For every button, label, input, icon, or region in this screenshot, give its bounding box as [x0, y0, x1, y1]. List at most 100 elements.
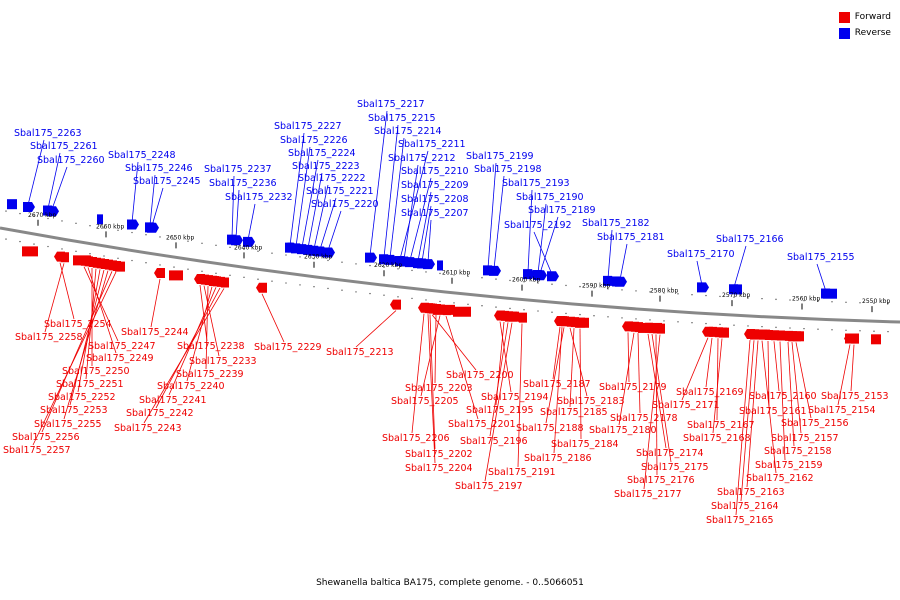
reverse-gene-sbal175-2236[interactable] — [231, 235, 243, 246]
reverse-gene-block — [287, 242, 293, 253]
scale-dot — [761, 325, 763, 328]
reverse-gene-sbal175-2207[interactable] — [423, 259, 435, 270]
scale-dot — [159, 236, 161, 238]
scale-dot — [117, 257, 119, 259]
forward-gene-leader — [261, 293, 285, 343]
forward-gene-sbal175-2243[interactable] — [218, 277, 229, 288]
scale-label: 2650 kbp — [166, 234, 194, 241]
reverse-gene-leader — [289, 132, 305, 246]
scale-dot — [383, 294, 385, 296]
forward-gene-leader — [355, 310, 397, 348]
scale-dot — [859, 302, 861, 304]
forward-gene-leader — [647, 333, 667, 449]
reverse-gene-leader — [383, 124, 399, 258]
forward-gene-label: Sbal175_2238 — [177, 341, 245, 352]
forward-gene-label: Sbal175_2159 — [755, 460, 823, 471]
forward-gene-sbal175-2186[interactable] — [556, 316, 567, 327]
forward-gene-label: Sbal175_2185 — [540, 407, 608, 418]
forward-gene-sbal175-2159[interactable] — [774, 330, 785, 341]
reverse-gene-sbal175-2170[interactable] — [697, 282, 709, 293]
forward-gene-block — [453, 306, 471, 317]
reverse-gene-leader — [51, 166, 68, 210]
scale-label: 2590 kbp — [582, 283, 610, 290]
forward-gene-block — [638, 322, 662, 333]
forward-gene-leader — [791, 342, 802, 434]
forward-gene-sbal175-2229[interactable] — [256, 282, 267, 293]
forward-gene-label: Sbal175_2175 — [641, 462, 709, 473]
reverse-gene-sbal175-2260[interactable] — [47, 206, 59, 217]
reverse-gene-sbal175-2245[interactable] — [147, 222, 159, 233]
forward-gene-leader — [705, 337, 713, 388]
scale-dot — [19, 240, 21, 243]
scale-dot — [705, 322, 707, 325]
reverse-gene-sbal175-2220[interactable] — [323, 247, 335, 258]
reverse-gene-leader — [247, 203, 256, 240]
scale-dot — [579, 285, 581, 288]
reverse-gene-label: Sbal175_2245 — [133, 176, 201, 187]
reverse-gene-sbal175-2214[interactable] — [385, 254, 397, 265]
scale-dot — [663, 292, 665, 294]
reverse-gene-sbal175-2232[interactable] — [243, 236, 255, 247]
scale-dot — [397, 296, 399, 298]
reverse-gene-leader — [47, 152, 61, 209]
reverse-gene-leader — [696, 260, 703, 286]
scale-dot — [383, 266, 385, 268]
forward-gene-sbal175-2171[interactable] — [702, 326, 713, 337]
forward-gene-sbal175-2204[interactable] — [422, 303, 433, 314]
forward-gene-sbal175-2258[interactable] — [58, 252, 69, 263]
forward-gene-sbal175-2180[interactable] — [628, 321, 639, 332]
scale-dot — [187, 268, 189, 270]
forward-gene-label: Sbal175_2213 — [326, 347, 394, 358]
forward-gene-leader — [655, 334, 658, 476]
reverse-gene-label: Sbal175_2209 — [401, 180, 469, 191]
reverse-gene-leader — [493, 175, 505, 269]
reverse-gene-sbal175-2217[interactable] — [365, 252, 377, 263]
reverse-gene-leader — [301, 159, 319, 248]
reverse-gene-leader — [149, 174, 156, 226]
forward-gene-block — [845, 333, 859, 344]
scale-dot — [271, 280, 273, 282]
forward-swatch — [838, 11, 850, 23]
scale-dot — [61, 220, 63, 222]
reverse-gene-sbal175-2192[interactable] — [547, 271, 559, 282]
scale-dot — [537, 310, 539, 312]
reverse-gene-leader — [307, 172, 323, 248]
forward-gene-leader — [735, 340, 751, 516]
scale-dot — [145, 234, 147, 236]
forward-gene-label: Sbal175_2183 — [557, 396, 625, 407]
forward-gene-sbal175-2213[interactable] — [390, 299, 401, 310]
forward-gene-label: Sbal175_2255 — [34, 419, 102, 430]
scale-dot — [635, 318, 637, 320]
scale-dot — [733, 296, 735, 298]
forward-gene-label: Sbal175_2257 — [3, 445, 71, 456]
reverse-gene-sbal175-2263[interactable] — [23, 202, 35, 213]
scale-dot — [257, 250, 259, 252]
scale-dot — [257, 278, 259, 280]
reverse-gene-sbal175-2248[interactable] — [127, 219, 139, 230]
scale-dot — [103, 227, 105, 229]
legend-reverse-label: Reverse — [854, 28, 891, 38]
forward-gene-leader — [761, 340, 777, 474]
forward-gene-label: Sbal175_2195 — [466, 405, 534, 416]
forward-gene-label: Sbal175_2161 — [739, 406, 807, 417]
forward-gene-block — [433, 304, 455, 315]
scale-dot — [817, 328, 819, 330]
forward-gene-leader — [489, 322, 509, 437]
forward-gene-sbal175-2244[interactable] — [154, 267, 165, 278]
scale-dot — [495, 278, 497, 280]
reverse-gene-sbal175-2189[interactable] — [535, 270, 547, 281]
reverse-gene-label: Sbal175_2214 — [374, 126, 442, 137]
scale-dot — [397, 268, 399, 270]
forward-gene-leader — [484, 322, 513, 482]
forward-gene-label: Sbal175_2169 — [676, 387, 744, 398]
scale-dot — [607, 316, 609, 318]
forward-gene-leader — [767, 340, 770, 407]
reverse-gene-label: Sbal175_2236 — [209, 178, 277, 189]
reverse-gene-sbal175-2198[interactable] — [489, 265, 501, 276]
scale-label: 2670 kbp — [28, 212, 56, 219]
reverse-gene-sbal175-2193[interactable] — [523, 269, 535, 280]
scale-dot — [761, 297, 763, 300]
reverse-gene-leader — [231, 175, 235, 238]
forward-gene-leader — [787, 341, 795, 447]
